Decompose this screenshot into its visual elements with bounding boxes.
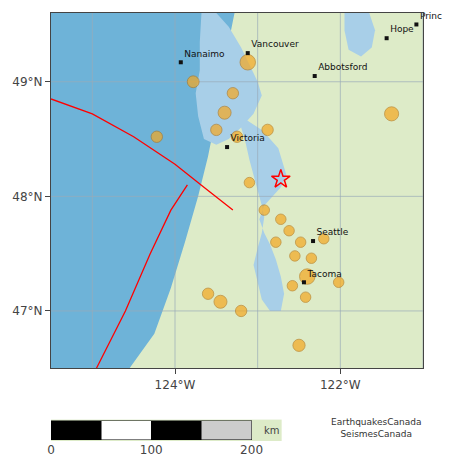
svg-text:0: 0 [47,443,55,457]
svg-text:Victoria: Victoria [231,133,265,143]
svg-text:km: km [264,425,280,436]
svg-text:EarthquakesCanadaSeismesCanada: EarthquakesCanadaSeismesCanada [331,417,421,439]
svg-text:Seattle: Seattle [317,227,349,237]
svg-text:Vancouver: Vancouver [251,39,299,49]
svg-text:Hope: Hope [390,24,414,34]
svg-text:Tacoma: Tacoma [306,269,341,279]
svg-text:124°W: 124°W [155,378,196,392]
svg-text:49°N: 49°N [12,75,42,89]
svg-text:122°W: 122°W [320,378,361,392]
svg-text:Nanaimo: Nanaimo [184,49,225,59]
svg-text:Abbotsford: Abbotsford [318,62,367,72]
svg-text:200: 200 [240,443,263,457]
svg-text:47°N: 47°N [12,304,42,318]
svg-text:48°N: 48°N [12,190,42,204]
svg-text:100: 100 [140,443,163,457]
svg-text:Princ: Princ [420,11,442,21]
